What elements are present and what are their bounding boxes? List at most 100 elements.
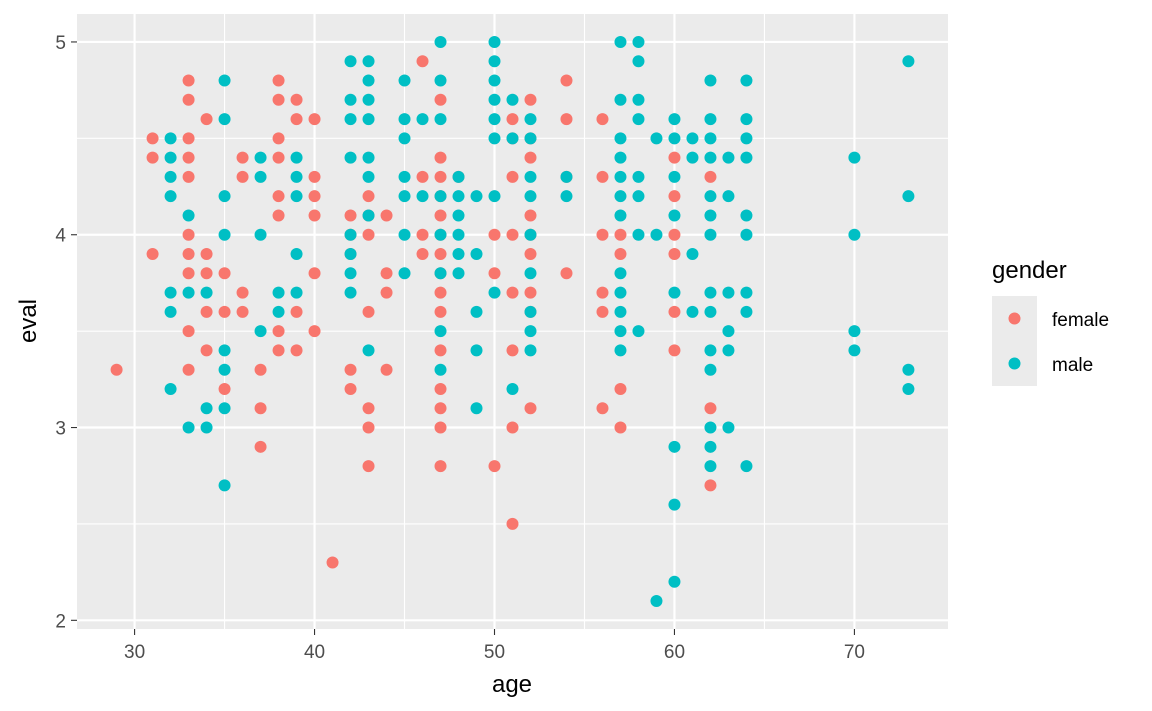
point-male	[398, 228, 411, 241]
point-male	[614, 267, 627, 280]
point-male	[902, 55, 915, 68]
point-male	[182, 286, 195, 299]
point-male	[164, 382, 177, 395]
point-male	[668, 286, 681, 299]
point-male	[218, 363, 231, 376]
point-male	[344, 113, 357, 126]
data-points	[110, 35, 915, 608]
point-male	[182, 209, 195, 222]
point-female	[416, 170, 429, 183]
point-male	[632, 35, 645, 48]
y-axis-title: eval	[15, 299, 42, 343]
point-male	[704, 460, 717, 473]
point-male	[470, 305, 483, 318]
point-male	[632, 228, 645, 241]
point-female	[308, 267, 321, 280]
point-male	[740, 286, 753, 299]
point-male	[740, 132, 753, 145]
point-female	[254, 402, 267, 415]
point-female	[434, 402, 447, 415]
point-female	[236, 151, 249, 164]
point-male	[704, 74, 717, 87]
point-male	[740, 305, 753, 318]
point-male	[344, 55, 357, 68]
point-male	[632, 55, 645, 68]
point-female	[182, 267, 195, 280]
point-female	[596, 113, 609, 126]
point-male	[650, 595, 663, 608]
point-female	[434, 248, 447, 261]
point-male	[506, 93, 519, 106]
point-male	[704, 421, 717, 434]
point-male	[614, 325, 627, 338]
point-male	[704, 286, 717, 299]
point-female	[614, 421, 627, 434]
point-female	[488, 460, 501, 473]
point-male	[200, 421, 213, 434]
point-female	[110, 363, 123, 376]
x-tick-label: 70	[844, 642, 865, 663]
point-male	[452, 170, 465, 183]
point-female	[272, 190, 285, 203]
point-female	[272, 74, 285, 87]
point-male	[164, 305, 177, 318]
point-male	[704, 132, 717, 145]
point-male	[434, 267, 447, 280]
point-male	[164, 151, 177, 164]
point-male	[524, 325, 537, 338]
point-male	[488, 286, 501, 299]
point-female	[272, 151, 285, 164]
point-male	[668, 113, 681, 126]
point-male	[398, 190, 411, 203]
point-female	[434, 421, 447, 434]
point-female	[416, 55, 429, 68]
legend-label-male: male	[1052, 355, 1093, 376]
point-male	[704, 151, 717, 164]
point-female	[524, 209, 537, 222]
point-male	[488, 93, 501, 106]
point-female	[146, 151, 159, 164]
point-male	[848, 325, 861, 338]
point-male	[614, 209, 627, 222]
point-male	[668, 132, 681, 145]
point-male	[488, 190, 501, 203]
point-female	[506, 228, 519, 241]
point-male	[722, 190, 735, 203]
point-male	[488, 35, 501, 48]
point-male	[164, 190, 177, 203]
point-male	[182, 421, 195, 434]
point-male	[614, 93, 627, 106]
point-male	[362, 55, 375, 68]
point-male	[740, 151, 753, 164]
point-female	[236, 305, 249, 318]
point-male	[362, 113, 375, 126]
point-male	[668, 209, 681, 222]
point-female	[434, 460, 447, 473]
point-female	[668, 248, 681, 261]
point-male	[686, 305, 699, 318]
plot-panel	[77, 14, 948, 629]
point-female	[434, 209, 447, 222]
x-tick-label: 60	[664, 642, 685, 663]
point-female	[218, 267, 231, 280]
point-female	[380, 267, 393, 280]
point-male	[470, 248, 483, 261]
point-male	[848, 228, 861, 241]
legend: gender female male	[992, 257, 1109, 386]
point-male	[632, 93, 645, 106]
point-male	[218, 402, 231, 415]
y-tick-label: 3	[55, 419, 66, 440]
point-female	[200, 344, 213, 357]
x-tick-label: 50	[484, 642, 505, 663]
point-male	[164, 132, 177, 145]
point-male	[524, 228, 537, 241]
point-female	[182, 74, 195, 87]
point-male	[740, 209, 753, 222]
y-tick-label: 4	[55, 226, 66, 247]
point-male	[470, 402, 483, 415]
point-female	[506, 286, 519, 299]
point-female	[146, 248, 159, 261]
point-female	[560, 74, 573, 87]
point-male	[614, 151, 627, 164]
point-female	[308, 325, 321, 338]
